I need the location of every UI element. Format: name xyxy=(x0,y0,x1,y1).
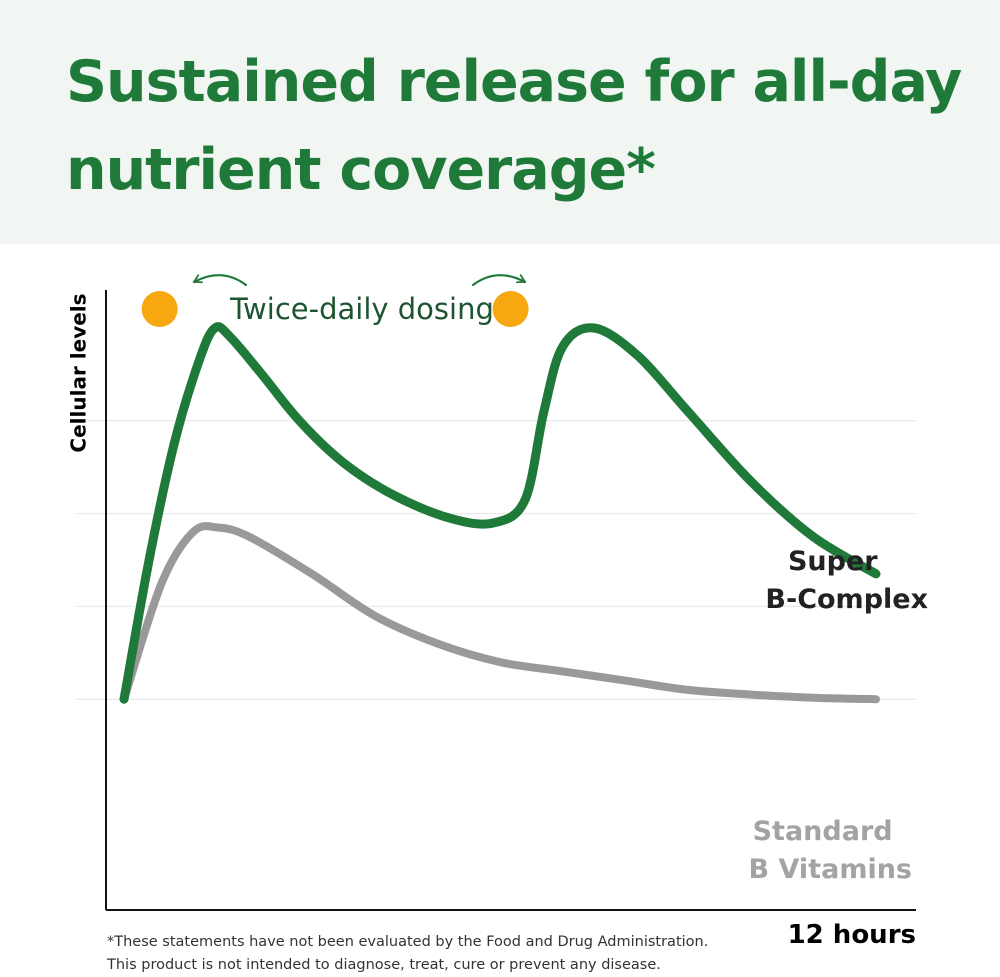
disclaimer-line-1: *These statements have not been evaluate… xyxy=(107,934,709,950)
super-b-complex-label: Super B-Complex xyxy=(765,546,928,615)
standard-b-vitamins-line xyxy=(120,522,880,704)
dose-dot-1 xyxy=(141,291,178,327)
standard-label-line-2: B Vitamins xyxy=(749,854,912,885)
left-arrow-icon xyxy=(192,274,248,287)
super-b-complex-line xyxy=(119,322,881,704)
super-label-line-1: Super xyxy=(788,546,878,577)
standard-label-line-1: Standard xyxy=(753,816,893,847)
right-arrow-icon xyxy=(471,274,527,287)
headline-line-1: Sustained release for all-day xyxy=(66,49,962,115)
standard-b-vitamins-label: Standard B Vitamins xyxy=(749,816,912,885)
x-axis-label: 12 hours xyxy=(788,920,916,950)
super-label-line-2: B-Complex xyxy=(765,584,928,615)
series-lines xyxy=(119,322,881,704)
disclaimer-line-2: This product is not intended to diagnose… xyxy=(107,957,661,973)
y-axis-label: Cellular levels xyxy=(67,293,91,452)
header-banner: Sustained release for all-day nutrient c… xyxy=(0,0,1000,244)
headline-line-2: nutrient coverage* xyxy=(66,137,656,203)
headline: Sustained release for all-day nutrient c… xyxy=(66,38,966,214)
dose-dot-2 xyxy=(492,291,529,327)
disclaimer: *These statements have not been evaluate… xyxy=(107,931,807,977)
dose-markers xyxy=(141,291,529,327)
dosing-annotation: Twice-daily dosing xyxy=(229,292,494,326)
